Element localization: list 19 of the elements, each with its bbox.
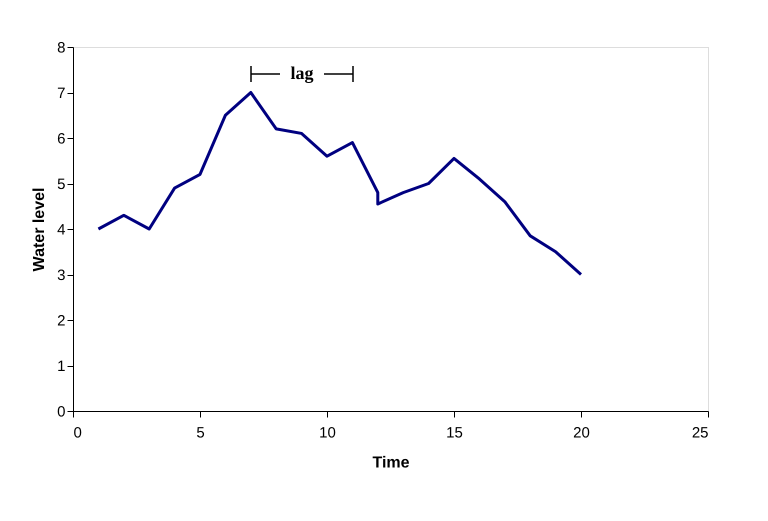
x-tick-label: 15 — [446, 424, 463, 442]
y-tick-label: 1 — [57, 358, 66, 375]
x-tick-label: 20 — [573, 424, 590, 442]
x-axis-title: Time — [372, 454, 410, 472]
y-tick-label: 8 — [57, 40, 66, 56]
x-tick-label: 0 — [74, 424, 82, 442]
y-tick-label: 2 — [57, 312, 66, 330]
y-tick-label: 4 — [57, 222, 66, 238]
y-tick-label: 6 — [57, 130, 66, 148]
x-tick-label: 25 — [692, 424, 708, 442]
y-tick-label: 7 — [57, 85, 66, 102]
y-tick-label: 0 — [57, 404, 66, 420]
y-axis-title: Water level — [31, 188, 48, 272]
x-tick-label: 5 — [196, 424, 205, 442]
annotation: lag — [290, 63, 314, 83]
y-tick-label: 3 — [57, 267, 66, 284]
x-tick-label: 10 — [319, 424, 336, 442]
line-series — [96, 91, 582, 276]
y-tick-label: 5 — [57, 176, 66, 193]
